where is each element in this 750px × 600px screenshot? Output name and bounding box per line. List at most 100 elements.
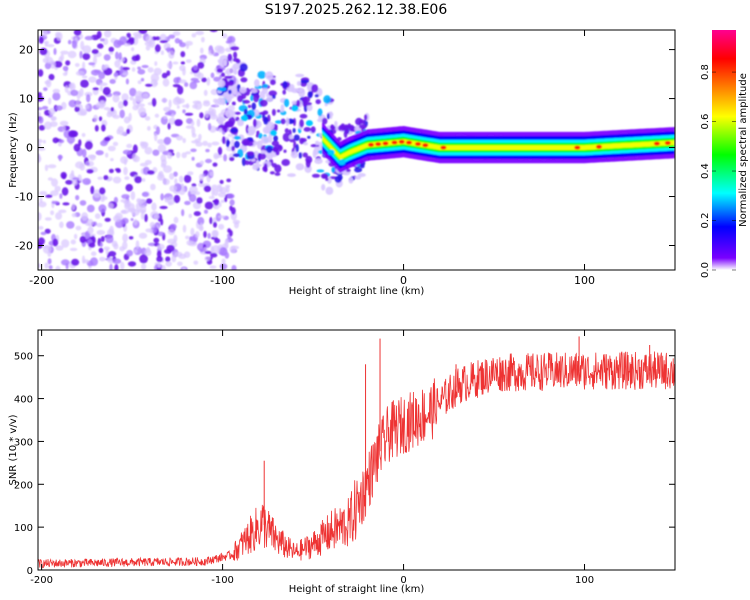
noise-blob bbox=[157, 173, 165, 181]
noise-blob bbox=[113, 39, 122, 48]
noise-blob bbox=[160, 50, 164, 55]
transition-blob bbox=[277, 145, 282, 149]
noise-blob bbox=[115, 51, 119, 60]
noise-blob bbox=[173, 194, 181, 204]
noise-blob bbox=[205, 158, 212, 164]
noise-blob bbox=[219, 263, 228, 270]
noise-blob bbox=[137, 106, 147, 116]
noise-blob bbox=[48, 73, 55, 81]
noise-blob bbox=[107, 202, 114, 209]
transition-blob bbox=[298, 88, 306, 98]
noise-blob bbox=[221, 33, 228, 39]
noise-blob bbox=[61, 239, 70, 248]
noise-blob bbox=[223, 154, 228, 162]
noise-blob bbox=[166, 244, 175, 252]
transition-blob bbox=[216, 68, 223, 73]
noise-blob bbox=[104, 217, 111, 222]
noise-blob bbox=[197, 72, 204, 80]
x-tick-label: -200 bbox=[30, 575, 53, 586]
transition-hot-blob bbox=[327, 149, 335, 156]
transition-blob bbox=[233, 69, 238, 75]
noise-blob bbox=[96, 30, 102, 39]
noise-blob bbox=[87, 226, 94, 234]
noise-blob bbox=[204, 250, 213, 254]
noise-blob bbox=[134, 90, 144, 100]
noise-blob bbox=[213, 98, 218, 104]
noise-blob bbox=[110, 158, 114, 162]
noise-blob bbox=[211, 188, 215, 197]
y-tick-label: 400 bbox=[14, 395, 33, 406]
transition-blob bbox=[317, 108, 323, 117]
transition-blob bbox=[252, 163, 262, 168]
noise-blob bbox=[122, 149, 132, 155]
noise-blob bbox=[229, 245, 237, 254]
noise-blob bbox=[168, 50, 175, 59]
noise-blob bbox=[202, 101, 211, 107]
noise-blob bbox=[151, 202, 157, 211]
noise-blob bbox=[140, 77, 145, 82]
noise-blob bbox=[128, 112, 132, 122]
hot-spot bbox=[406, 140, 412, 145]
noise-blob bbox=[169, 173, 175, 180]
noise-blob bbox=[90, 251, 97, 256]
noise-blob bbox=[96, 222, 103, 228]
noise-blob bbox=[154, 132, 158, 142]
noise-blob bbox=[185, 151, 192, 155]
noise-blob bbox=[141, 191, 149, 197]
noise-blob bbox=[178, 79, 187, 84]
noise-blob bbox=[120, 65, 124, 75]
noise-blob bbox=[157, 144, 167, 153]
noise-blob bbox=[103, 246, 111, 251]
noise-blob bbox=[108, 251, 117, 257]
noise-blob bbox=[201, 36, 205, 43]
x-axis-label: Height of straight line (km) bbox=[289, 584, 425, 595]
noise-blob bbox=[113, 72, 119, 77]
noise-blob bbox=[216, 65, 222, 69]
noise-blob bbox=[165, 256, 171, 263]
noise-blob bbox=[81, 133, 86, 137]
noise-blob bbox=[121, 67, 130, 71]
noise-blob bbox=[88, 76, 97, 83]
noise-blob bbox=[71, 40, 77, 49]
noise-blob bbox=[161, 98, 168, 103]
transition-blob bbox=[281, 159, 291, 166]
transition-blob bbox=[354, 175, 362, 180]
transition-blob bbox=[265, 71, 274, 80]
noise-blob bbox=[160, 218, 164, 226]
transition-blob bbox=[299, 119, 304, 128]
noise-blob bbox=[104, 30, 112, 38]
noise-blob bbox=[47, 258, 52, 265]
noise-blob bbox=[208, 195, 215, 200]
transition-blob bbox=[329, 124, 335, 130]
noise-blob bbox=[182, 224, 187, 233]
noise-blob bbox=[42, 139, 46, 144]
noise-blob bbox=[52, 238, 59, 247]
noise-blob bbox=[197, 61, 205, 69]
noise-blob bbox=[79, 200, 87, 206]
noise-blob bbox=[133, 249, 138, 254]
transition-blob bbox=[240, 77, 248, 83]
noise-blob bbox=[120, 156, 129, 164]
noise-blob bbox=[210, 252, 218, 258]
noise-blob bbox=[82, 61, 86, 70]
transition-blob bbox=[304, 96, 308, 106]
noise-blob bbox=[59, 221, 64, 229]
noise-blob bbox=[38, 263, 42, 269]
hot-spot bbox=[375, 142, 382, 147]
transition-blob bbox=[268, 90, 278, 97]
noise-blob bbox=[79, 235, 87, 244]
noise-blob bbox=[193, 211, 201, 217]
noise-blob bbox=[226, 178, 232, 183]
transition-blob bbox=[283, 98, 290, 108]
noise-blob bbox=[203, 89, 208, 96]
noise-blob bbox=[93, 69, 102, 74]
noise-blob bbox=[220, 199, 225, 203]
noise-blob bbox=[167, 122, 171, 130]
noise-blob bbox=[161, 265, 166, 270]
noise-blob bbox=[48, 97, 52, 105]
transition-blob bbox=[280, 104, 285, 113]
noise-blob bbox=[142, 141, 149, 148]
transition-blob bbox=[358, 119, 366, 126]
noise-blob bbox=[168, 34, 176, 39]
